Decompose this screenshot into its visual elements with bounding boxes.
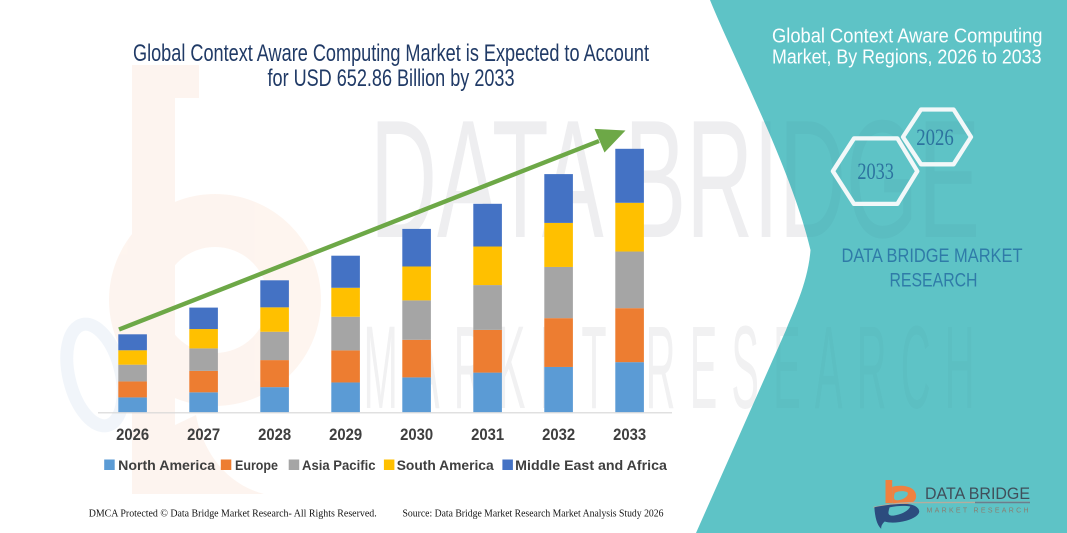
svg-text:RESEARCH: RESEARCH [890, 271, 978, 292]
svg-text:DATA BRIDGE: DATA BRIDGE [370, 86, 980, 273]
svg-text:Asia Pacific: Asia Pacific [302, 458, 376, 474]
svg-text:2033: 2033 [613, 426, 646, 444]
svg-text:2026: 2026 [116, 426, 149, 444]
svg-text:2029: 2029 [329, 426, 362, 444]
svg-text:2027: 2027 [187, 426, 220, 444]
svg-text:Middle East and Africa: Middle East and Africa [515, 458, 667, 474]
svg-text:North America: North America [118, 458, 215, 474]
svg-text:2026: 2026 [916, 125, 954, 150]
svg-text:Global Context Aware Computing: Global Context Aware Computing [772, 25, 1043, 48]
svg-text:Global Context Aware Computing: Global Context Aware Computing Market is… [133, 40, 649, 67]
svg-text:2033: 2033 [857, 159, 894, 184]
svg-text:2031: 2031 [471, 426, 504, 444]
svg-text:2030: 2030 [400, 426, 433, 444]
svg-text:DATA BRIDGE: DATA BRIDGE [925, 484, 1030, 503]
svg-text:2028: 2028 [258, 426, 291, 444]
svg-text:South America: South America [397, 458, 494, 474]
svg-text:MARKET RESEARCH: MARKET RESEARCH [927, 508, 1029, 515]
svg-text:DMCA Protected © Data Bridge M: DMCA Protected © Data Bridge Market Rese… [89, 509, 377, 520]
svg-text:2032: 2032 [542, 426, 575, 444]
svg-text:DATA BRIDGE MARKET: DATA BRIDGE MARKET [842, 246, 1023, 267]
svg-text:Market, By Regions, 2026 to 20: Market, By Regions, 2026 to 2033 [772, 46, 1042, 69]
svg-text:Europe: Europe [235, 458, 278, 474]
svg-text:Source: Data Bridge Market Res: Source: Data Bridge Market Research Mark… [403, 509, 664, 520]
svg-text:for USD 652.86 Billion by 2033: for USD 652.86 Billion by 2033 [268, 65, 515, 92]
